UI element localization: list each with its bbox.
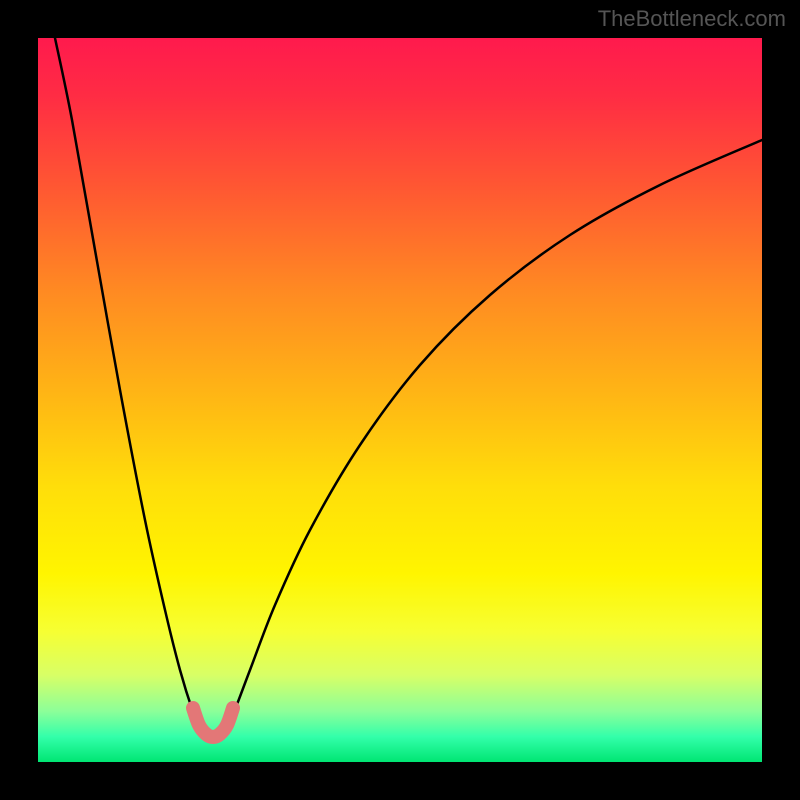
watermark-text: TheBottleneck.com bbox=[598, 6, 786, 32]
plot-background bbox=[38, 38, 762, 762]
chart-canvas: TheBottleneck.com bbox=[0, 0, 800, 800]
bottleneck-chart bbox=[0, 0, 800, 800]
